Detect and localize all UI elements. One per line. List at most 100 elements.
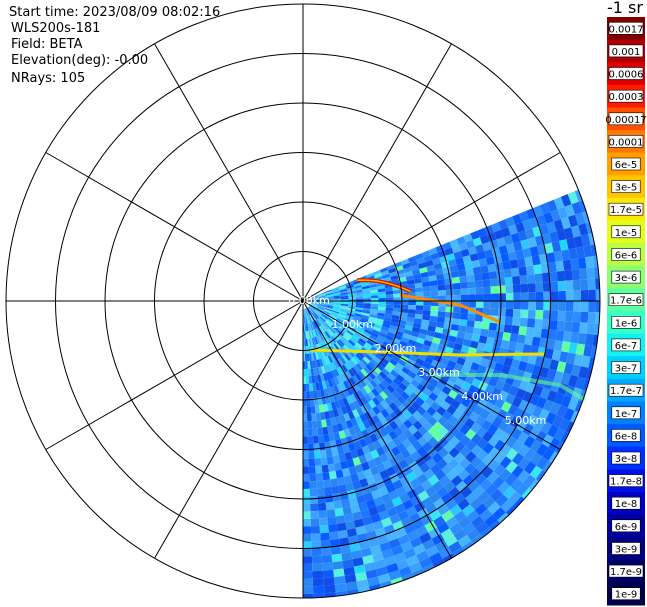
heatmap-bin bbox=[567, 397, 579, 411]
heatmap-bin bbox=[386, 361, 396, 370]
heatmap-bin bbox=[437, 311, 446, 318]
heatmap-bin bbox=[308, 307, 314, 313]
heatmap-bin bbox=[453, 294, 461, 301]
heatmap-bin bbox=[517, 360, 528, 372]
heatmap-bin bbox=[336, 367, 343, 376]
heatmap-bin bbox=[305, 383, 310, 392]
heatmap-bin bbox=[336, 446, 345, 455]
heatmap-bin bbox=[303, 421, 308, 429]
heatmap-bin bbox=[393, 304, 401, 309]
heatmap-bin bbox=[542, 460, 553, 473]
heatmap-bin bbox=[442, 241, 452, 250]
heatmap-bin bbox=[460, 397, 471, 408]
heatmap-bin bbox=[345, 419, 354, 429]
heatmap-bin bbox=[390, 577, 403, 585]
heatmap-bin bbox=[303, 406, 307, 414]
heatmap-bin bbox=[449, 239, 459, 248]
heatmap-bin bbox=[520, 239, 530, 250]
heatmap-bin bbox=[416, 383, 426, 393]
heatmap-bin bbox=[468, 384, 479, 395]
heatmap-bin bbox=[438, 290, 446, 296]
heatmap-bin bbox=[505, 243, 516, 253]
heatmap-bin bbox=[377, 285, 385, 290]
heatmap-bin bbox=[552, 415, 564, 428]
heatmap-bin bbox=[317, 374, 322, 383]
heatmap-bin bbox=[419, 328, 428, 335]
heatmap-bin bbox=[357, 370, 366, 380]
heatmap-bin bbox=[312, 578, 324, 587]
heatmap-bin bbox=[529, 246, 540, 257]
heatmap-bin bbox=[430, 463, 442, 475]
heatmap-bin bbox=[519, 275, 528, 285]
heatmap-bin bbox=[448, 335, 457, 343]
heatmap-bin bbox=[331, 311, 339, 316]
heatmap-bin bbox=[585, 222, 593, 235]
heatmap-bin bbox=[565, 290, 574, 301]
heatmap-bin bbox=[332, 292, 341, 296]
heatmap-bin bbox=[581, 355, 591, 368]
heatmap-bin bbox=[446, 469, 458, 481]
heatmap-bin bbox=[380, 399, 389, 409]
heatmap-bin bbox=[585, 256, 595, 269]
heatmap-bin bbox=[338, 284, 346, 289]
heatmap-bin bbox=[464, 462, 476, 475]
heatmap-bin bbox=[430, 401, 441, 412]
heatmap-bin bbox=[456, 403, 467, 414]
heatmap-bin bbox=[560, 431, 569, 444]
heatmap-bin bbox=[420, 271, 429, 278]
heatmap-bin bbox=[421, 344, 431, 352]
heatmap-bin bbox=[515, 483, 529, 497]
heatmap-bin bbox=[553, 370, 564, 383]
heatmap-bin bbox=[348, 442, 356, 452]
heatmap-bin bbox=[521, 487, 532, 499]
heatmap-bin bbox=[389, 513, 401, 525]
heatmap-bin bbox=[545, 411, 557, 425]
heatmap-bin bbox=[305, 368, 309, 377]
heatmap-bin bbox=[594, 323, 600, 336]
heatmap-bin bbox=[303, 466, 309, 474]
heatmap-bin bbox=[475, 287, 484, 295]
heatmap-bin bbox=[427, 436, 439, 448]
heatmap-bin bbox=[529, 439, 542, 453]
heatmap-bin bbox=[317, 502, 327, 511]
heatmap-bin bbox=[370, 358, 379, 367]
heatmap-bin bbox=[379, 469, 390, 480]
heatmap-bin bbox=[532, 385, 544, 397]
heatmap-bin bbox=[539, 366, 550, 379]
heatmap-bin bbox=[443, 442, 455, 453]
heatmap-bin bbox=[553, 392, 565, 406]
heatmap-bin bbox=[461, 381, 472, 391]
heatmap-bin bbox=[357, 351, 365, 359]
heatmap-bin bbox=[338, 453, 347, 463]
heatmap-bin bbox=[325, 292, 333, 296]
heatmap-bin bbox=[471, 334, 481, 343]
heatmap-bin bbox=[367, 321, 375, 327]
heatmap-bin bbox=[325, 302, 334, 305]
heatmap-bin bbox=[305, 308, 309, 316]
heatmap-bin bbox=[474, 473, 487, 486]
heatmap-bin bbox=[415, 396, 425, 407]
heatmap-bin bbox=[338, 285, 347, 290]
heatmap-bin bbox=[362, 290, 371, 294]
heatmap-bin bbox=[320, 365, 326, 374]
heatmap-bin bbox=[450, 270, 460, 278]
heatmap-bin bbox=[363, 492, 374, 502]
heatmap-bin bbox=[544, 242, 554, 254]
heatmap-bin bbox=[360, 547, 372, 558]
heatmap-bin bbox=[522, 423, 534, 436]
heatmap-bin bbox=[400, 541, 413, 553]
heatmap-bin bbox=[340, 297, 349, 300]
heatmap-bin bbox=[350, 473, 360, 483]
heatmap-bin bbox=[425, 260, 434, 267]
heatmap-bin bbox=[322, 403, 329, 412]
heatmap-bin bbox=[324, 290, 333, 294]
heatmap-bin bbox=[335, 469, 344, 479]
instrument-label: WLS200s-181 bbox=[11, 21, 101, 36]
colorbar-label-box bbox=[608, 474, 644, 487]
heatmap-bin bbox=[417, 508, 430, 520]
heatmap-bin bbox=[311, 337, 315, 346]
heatmap-bin bbox=[323, 434, 330, 443]
heatmap-bin bbox=[512, 275, 521, 285]
heatmap-bin bbox=[444, 534, 458, 547]
heatmap-bin bbox=[536, 443, 549, 457]
